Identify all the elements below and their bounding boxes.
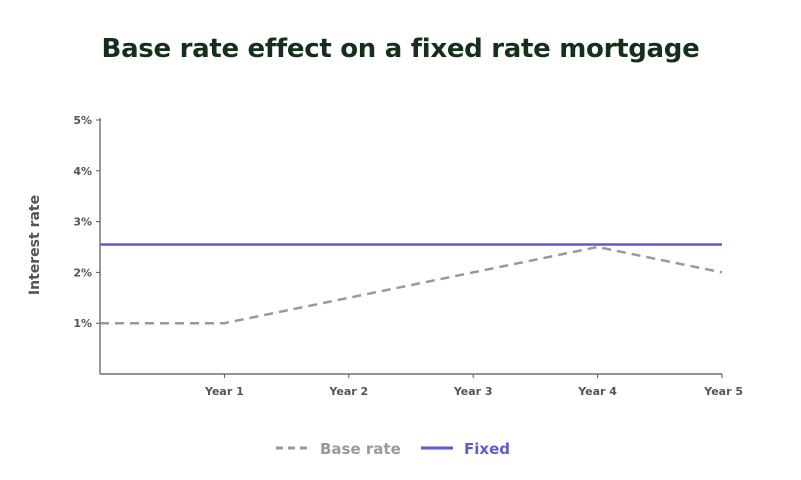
axes [99,118,722,375]
series-lines [100,243,723,325]
y-ticks: 1% 2% 3% 4% 5% [73,114,100,330]
y-tick-label: 5% [73,114,92,127]
chart-title: Base rate effect on a fixed rate mortgag… [101,34,700,64]
x-tick-label: Year 2 [328,385,368,398]
series-line-base-rate [100,245,723,325]
x-ticks: Year 1 Year 2 Year 3 Year 4 Year 5 [204,374,743,398]
x-tick-label: Year 3 [453,385,493,398]
y-tick-label: 1% [73,317,92,330]
y-tick-label: 3% [73,216,92,229]
legend-label-base-rate: Base rate [320,440,401,458]
legend: Base rate Fixed [276,440,510,458]
x-tick-label: Year 1 [204,385,244,398]
x-tick-label: Year 4 [577,385,617,398]
x-tick-label: Year 5 [703,385,743,398]
y-axis-label: Interest rate [27,195,43,295]
y-tick-label: 4% [73,165,92,178]
y-tick-label: 2% [73,266,92,279]
legend-label-fixed: Fixed [464,440,510,458]
